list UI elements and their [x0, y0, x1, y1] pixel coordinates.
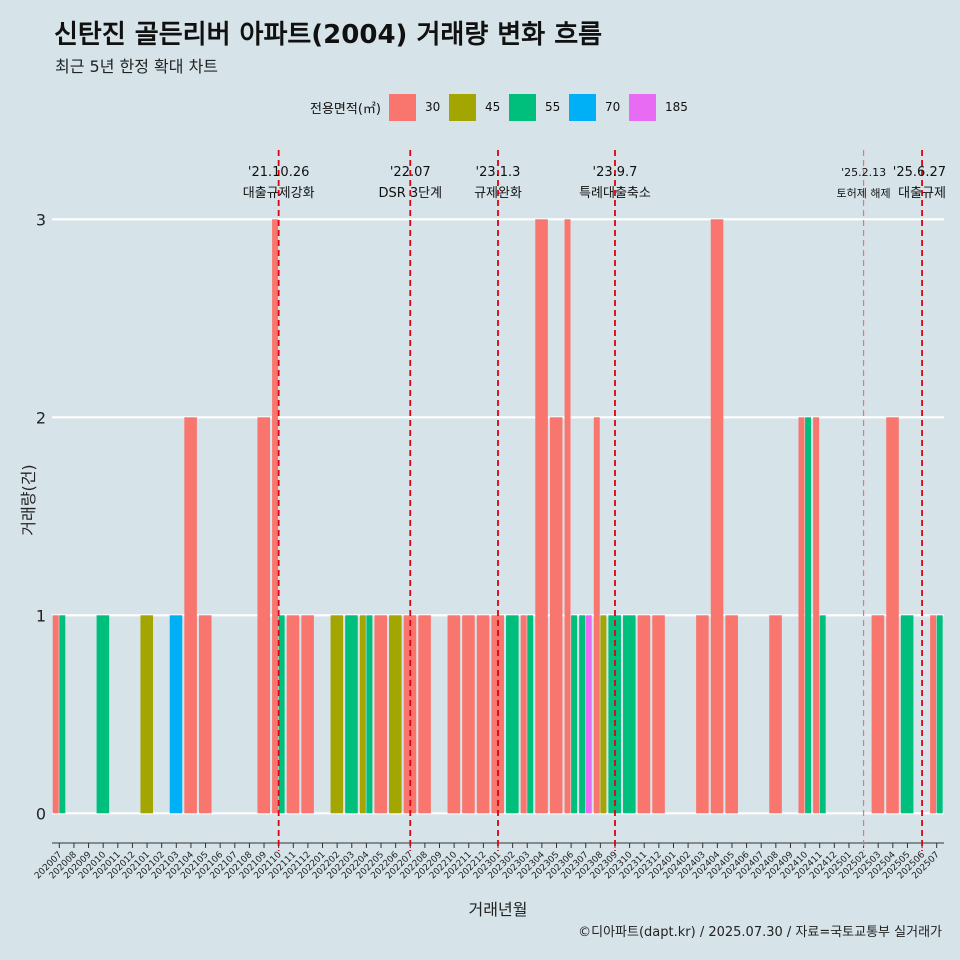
y-tick-label-1: 1 [36, 606, 46, 625]
legend-item-55: 55 [508, 93, 561, 121]
bar-202204-55 [366, 615, 373, 814]
annotation-date-1: '22.07 [390, 165, 431, 180]
bar-202505-55 [900, 615, 914, 814]
annotation-label-5: 대출규제 [898, 186, 946, 201]
legend-label-55: 55 [544, 100, 561, 114]
bar-202010-55 [96, 615, 110, 814]
annotation-date-4: '25.2.13 [841, 166, 886, 179]
legend: 전용면적(㎡) 30 45 55 70 185 [310, 93, 696, 121]
bar-202410-30 [798, 417, 805, 814]
y-tick-label-3: 3 [36, 210, 46, 229]
legend-swatch-70 [568, 93, 596, 121]
bar-202410-55 [805, 417, 812, 814]
bar-202404-30 [710, 219, 724, 814]
legend-label-45: 45 [484, 100, 501, 114]
bar-202408-30 [769, 615, 782, 814]
legend-swatch-185 [628, 93, 656, 121]
bar-202109-30 [257, 417, 271, 814]
bar-202308-30 [593, 417, 600, 814]
bar-202307-55 [579, 615, 586, 814]
legend-swatch-45 [448, 93, 476, 121]
bar-202007-30 [52, 615, 59, 814]
annotation-label-4: 토허제 해제 [837, 186, 891, 200]
bar-202305-30 [549, 417, 563, 814]
legend-label-185: 185 [664, 100, 688, 114]
bar-202110-30 [272, 219, 279, 814]
bar-202212-30 [476, 615, 490, 814]
annotation-date-5: '25.6.27 [893, 165, 946, 180]
bar-202307-185 [585, 615, 592, 814]
chart-subtitle: 최근 5년 한정 확대 차트 [55, 57, 219, 76]
legend-item-185: 185 [628, 93, 688, 121]
annotation-label-3: 특례대출축소 [579, 186, 651, 201]
annotation-date-0: '21.10.26 [248, 165, 309, 180]
bar-202205-30 [374, 615, 387, 814]
bar-202112-30 [301, 615, 314, 814]
bar-202302-55 [506, 615, 519, 814]
bar-202007-55 [59, 615, 66, 814]
bar-202403-30 [696, 615, 709, 814]
bar-202110-55 [278, 615, 285, 814]
y-tick-label-0: 0 [36, 804, 46, 823]
bar-202105-30 [198, 615, 212, 814]
bar-202411-30 [813, 417, 820, 814]
source-caption: ©디아파트(dapt.kr) / 2025.07.30 / 자료=국토교통부 실… [578, 925, 942, 940]
legend-item-30: 30 [388, 93, 441, 121]
bar-202308-45 [600, 615, 607, 814]
legend-label-70: 70 [604, 100, 621, 114]
bar-202303-30 [520, 615, 527, 814]
legend-title: 전용면적(㎡) [310, 101, 381, 117]
legend-label-30: 30 [424, 100, 441, 114]
bar-202312-30 [652, 615, 665, 814]
annotation-date-3: '23.9.7 [593, 165, 638, 180]
bar-202204-45 [359, 615, 366, 814]
bar-202208-30 [418, 615, 431, 814]
legend-swatch-55 [508, 93, 536, 121]
bar-202503-30 [871, 615, 885, 814]
bar-202206-45 [389, 615, 402, 814]
y-tick-label-2: 2 [36, 408, 46, 427]
bar-202101-45 [140, 615, 154, 814]
bar-202203-55 [345, 615, 358, 814]
bar-202311-30 [637, 615, 651, 814]
legend-item-70: 70 [568, 93, 621, 121]
bar-202202-45 [330, 615, 344, 814]
y-axis-title: 거래량(건) [19, 464, 38, 535]
bar-202306-55 [571, 615, 578, 814]
bar-202103-70 [169, 615, 183, 814]
bar-202111-30 [286, 615, 300, 814]
annotation-date-2: '23.1.3 [476, 165, 521, 180]
bar-202504-30 [886, 417, 899, 814]
bar-202210-30 [447, 615, 461, 814]
bar-202507-55 [936, 615, 943, 814]
bar-202104-30 [184, 417, 197, 814]
bar-202507-30 [930, 615, 937, 814]
x-axis-title: 거래년월 [469, 900, 528, 919]
annotation-label-0: 대출규제강화 [243, 186, 315, 201]
bar-202411-55 [819, 615, 826, 814]
bar-202405-30 [725, 615, 738, 814]
bar-202306-30 [564, 219, 571, 814]
legend-item-45: 45 [448, 93, 501, 121]
bar-202211-30 [462, 615, 475, 814]
annotation-label-1: DSR 3단계 [378, 186, 442, 201]
annotation-label-2: 규제완화 [474, 186, 522, 201]
bar-202304-30 [535, 219, 548, 814]
legend-swatch-30 [388, 93, 416, 121]
bar-202310-55 [623, 615, 636, 814]
chart-title: 신탄진 골든리버 아파트(2004) 거래량 변화 흐름 [54, 20, 603, 50]
bar-202303-55 [527, 615, 534, 814]
